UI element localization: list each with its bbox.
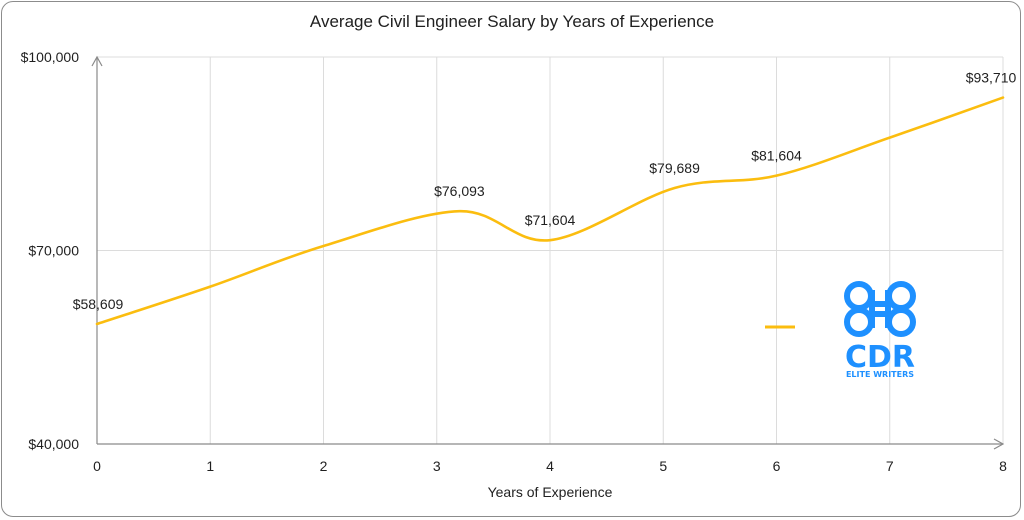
data-label: $76,093 — [434, 183, 485, 199]
axes — [91, 55, 1005, 450]
series-line — [95, 96, 1005, 326]
y-axis-arrow-icon — [91, 55, 103, 67]
x-axis-arrow-icon — [993, 438, 1005, 450]
x-tick-label: 5 — [659, 458, 667, 474]
data-label: $58,609 — [73, 296, 124, 312]
cdr-logo: CDR ELITE WRITERS — [844, 281, 916, 379]
x-tick-label: 3 — [433, 458, 441, 474]
y-tick-label: $100,000 — [21, 49, 80, 65]
data-labels: $58,609 $76,093 $71,604 $79,689 $81,604 $93,7… — [73, 70, 1017, 312]
logo-tagline: ELITE WRITERS — [846, 370, 914, 379]
x-tick-label: 6 — [773, 458, 781, 474]
logo-name: CDR — [845, 340, 915, 375]
data-label: $81,604 — [751, 148, 802, 164]
y-tick-label: $40,000 — [28, 436, 79, 452]
x-tick-label: 4 — [546, 458, 554, 474]
data-label: $79,689 — [649, 160, 700, 176]
x-axis-title: Years of Experience — [488, 484, 613, 500]
gridlines — [97, 56, 1004, 444]
data-label: $93,710 — [966, 70, 1017, 86]
x-tick-label: 2 — [320, 458, 328, 474]
x-tick-label: 1 — [206, 458, 214, 474]
cdr-logo-knot-icon — [844, 281, 916, 337]
x-tick-label: 7 — [886, 458, 894, 474]
chart-title: Average Civil Engineer Salary by Years o… — [309, 12, 715, 31]
x-tick-label: 8 — [999, 458, 1007, 474]
data-label: $71,604 — [525, 212, 576, 228]
y-tick-label: $70,000 — [28, 243, 79, 259]
tick-labels: 0 1 2 3 4 5 6 7 8 $40,000 $70,000 $100,000 — [21, 49, 1008, 474]
x-tick-label: 0 — [93, 458, 101, 474]
series-group — [95, 96, 1005, 326]
